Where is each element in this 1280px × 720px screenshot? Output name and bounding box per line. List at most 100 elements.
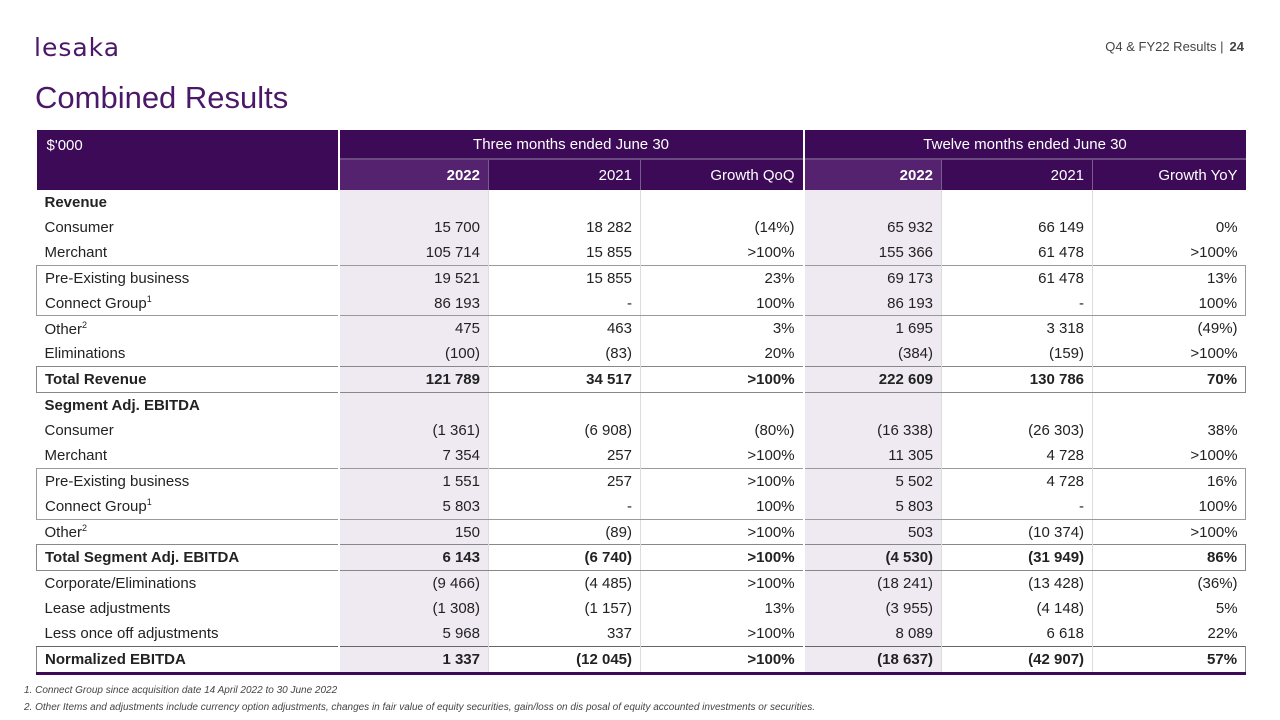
- row-label: Pre-Existing business: [36, 467, 339, 494]
- table-cell: 105 714: [337, 239, 489, 266]
- table-cell: (13 428): [941, 570, 1093, 597]
- table-cell: 18 282: [488, 214, 641, 240]
- table-row: Segment Adj. EBITDA: [37, 392, 1246, 419]
- table-cell: 257: [488, 442, 641, 469]
- table-cell: 23%: [639, 264, 804, 291]
- results-table: $'000 Three months ended June 30 Twelve …: [36, 130, 1247, 675]
- row-label: Merchant: [44, 446, 108, 464]
- table-cell: (6 908): [488, 418, 641, 443]
- row-label: Other2: [44, 523, 88, 542]
- table-cell: [337, 190, 489, 215]
- table-cell: 5 803: [802, 493, 942, 520]
- table-cell: 100%: [639, 290, 804, 317]
- table-row: Total Segment Adj. EBITDA 6 143 (6 740) >10…: [36, 544, 1247, 572]
- page-number: 24: [1229, 39, 1244, 54]
- table-row: Pre-Existing business 1 551 257 >100% 5 502 4…: [36, 467, 1247, 494]
- table-cell: 22%: [1092, 621, 1246, 647]
- table-cell: 3 318: [941, 315, 1093, 342]
- table-row: Other2 475 463 3% 1 695 3 318 (49%): [37, 315, 1246, 342]
- table-cell: >100%: [639, 621, 804, 647]
- table-cell: (18 241): [802, 570, 942, 597]
- table-cell: 100%: [1092, 493, 1247, 520]
- table-cell: 11 305: [802, 442, 942, 469]
- row-label: Merchant: [44, 243, 108, 261]
- table-cell: 337: [488, 621, 641, 647]
- unit-label: $'000: [36, 130, 339, 190]
- table-cell: 222 609: [802, 366, 942, 394]
- table-cell: 1 337: [337, 646, 489, 675]
- row-label: Connect Group1: [36, 290, 339, 317]
- table-cell: (4 148): [941, 596, 1093, 622]
- table-cell: (1 308): [337, 596, 489, 622]
- table-cell: (100): [337, 341, 489, 367]
- table-cell: >100%: [639, 442, 804, 469]
- footnote: 2. Other Items and adjustments include c…: [24, 702, 815, 713]
- table-row: Corporate/Eliminations (9 466) (4 485) >100…: [37, 570, 1246, 597]
- table-cell: [941, 190, 1093, 215]
- table-row: Normalized EBITDA 1 337 (12 045) >100% (18 6…: [36, 646, 1247, 675]
- table-cell: (6 740): [488, 544, 641, 572]
- table-cell: (31 949): [941, 544, 1093, 572]
- table-cell: >100%: [639, 544, 804, 572]
- table-cell: 69 173: [802, 264, 942, 291]
- table-cell: >100%: [1092, 341, 1246, 367]
- table-cell: (10 374): [941, 519, 1093, 545]
- row-label: Eliminations: [44, 345, 126, 363]
- table-cell: (159): [941, 341, 1093, 367]
- table-cell: (9 466): [337, 570, 489, 597]
- col-header: 2021: [488, 158, 641, 190]
- table-cell: 7 354: [337, 442, 489, 469]
- table-cell: [802, 190, 942, 215]
- table-row: Merchant 7 354 257 >100% 11 305 4 728 >100%: [37, 442, 1246, 469]
- group-twelve-months: Twelve months ended June 30: [802, 130, 1246, 159]
- row-label: Lease adjustments: [44, 600, 171, 618]
- table-cell: (384): [802, 341, 942, 367]
- col-header: 2022: [337, 158, 489, 190]
- table-cell: 463: [488, 315, 641, 342]
- col-header: 2022: [802, 158, 942, 190]
- table-cell: (89): [488, 519, 641, 545]
- table-row: Eliminations (100) (83) 20% (384) (159) >100%: [37, 341, 1246, 367]
- table-cell: (26 303): [941, 418, 1093, 443]
- table-cell: 6 143: [337, 544, 489, 572]
- table-cell: 8 089: [802, 621, 942, 647]
- table-cell: (80%): [639, 418, 804, 443]
- table-cell: 57%: [1092, 646, 1247, 675]
- table-cell: 13%: [639, 596, 804, 622]
- table-cell: >100%: [1092, 442, 1246, 469]
- row-label: Consumer: [44, 218, 114, 236]
- table-cell: 257: [488, 467, 641, 494]
- table-cell: >100%: [639, 239, 804, 266]
- table-cell: 86%: [1092, 544, 1247, 572]
- table-cell: 86 193: [802, 290, 942, 317]
- table-cell: (1 157): [488, 596, 641, 622]
- table-row: Consumer (1 361) (6 908) (80%) (16 338) (26 3…: [37, 418, 1246, 443]
- table-cell: 20%: [639, 341, 804, 367]
- table-cell: 34 517: [488, 366, 641, 394]
- table-cell: -: [941, 290, 1093, 317]
- table-cell: >100%: [639, 646, 804, 675]
- table-row: Connect Group1 5 803-100% 5 803-100%: [36, 493, 1247, 520]
- section-label: Q4 & FY22 Results |: [1105, 39, 1224, 54]
- table-cell: 1 551: [337, 467, 489, 494]
- table-cell: 1 695: [802, 315, 942, 342]
- table-cell: 3%: [639, 315, 804, 342]
- table-cell: >100%: [639, 467, 804, 494]
- table-cell: (12 045): [488, 646, 641, 675]
- table-cell: (49%): [1092, 315, 1246, 342]
- table-cell: (14%): [639, 214, 804, 240]
- table-cell: >100%: [639, 570, 804, 597]
- header-row-groups: $'000 Three months ended June 30 Twelve …: [36, 130, 1246, 190]
- table-cell: 100%: [1092, 290, 1247, 317]
- footnote-marker: 1: [146, 497, 152, 508]
- table-cell: 4 728: [941, 467, 1093, 494]
- table-cell: 155 366: [802, 239, 942, 266]
- table-cell: 6 618: [941, 621, 1093, 647]
- table-cell: 475: [337, 315, 489, 342]
- table-row: Total Revenue 121 789 34 517 >100% 222 609 13…: [36, 366, 1247, 394]
- table-cell: 503: [802, 519, 942, 545]
- footnote: 1. Connect Group since acquisition date …: [24, 685, 338, 696]
- table-cell: -: [941, 493, 1093, 520]
- row-label: Corporate/Eliminations: [44, 575, 197, 593]
- table-row: Consumer 15 700 18 282 (14%) 65 932 66 149 0%: [37, 214, 1246, 240]
